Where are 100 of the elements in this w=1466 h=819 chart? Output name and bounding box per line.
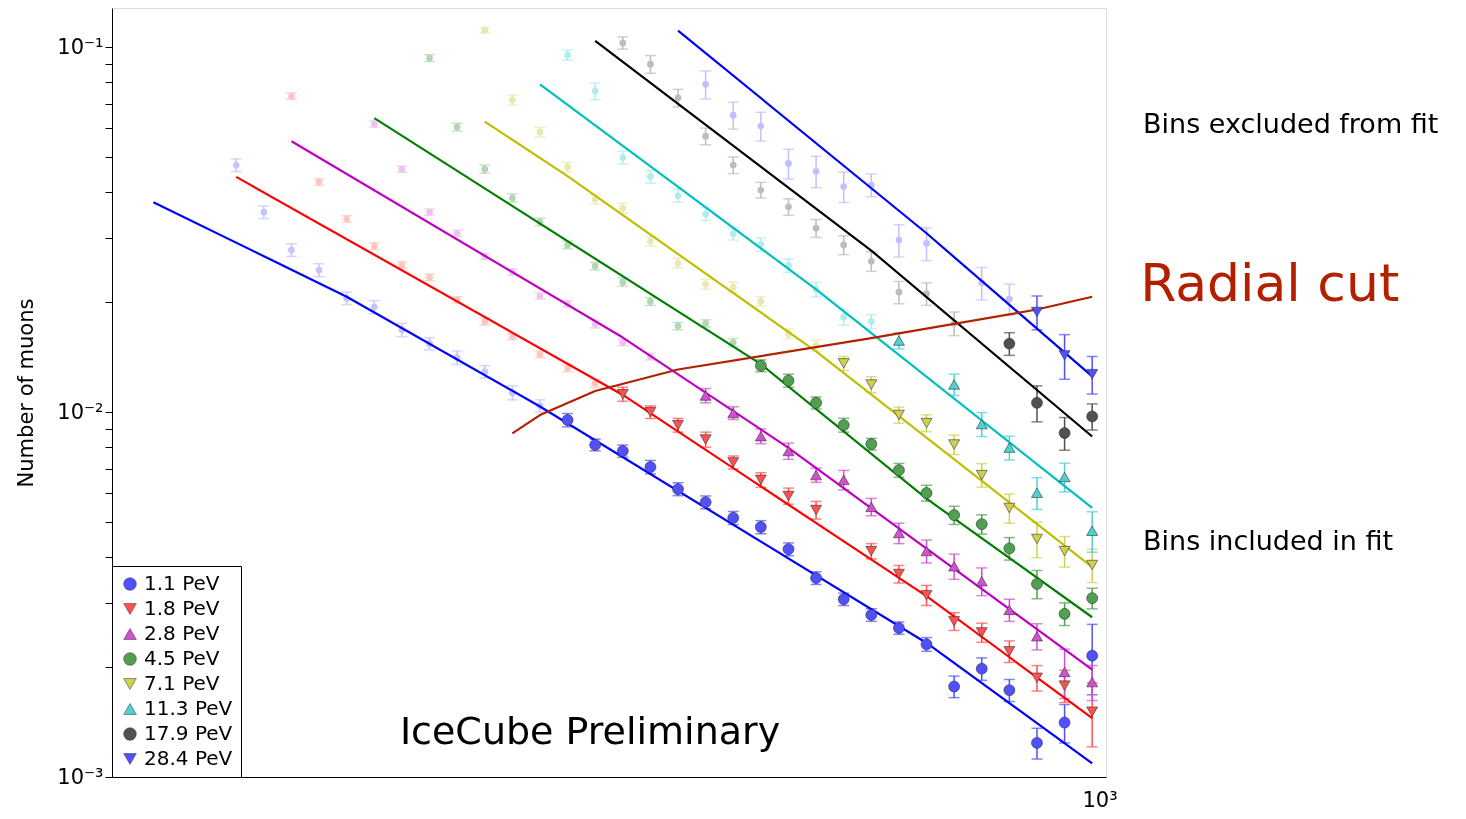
- y-axis-title: Number of muons: [14, 298, 39, 488]
- point: [288, 246, 295, 254]
- point: [893, 409, 905, 420]
- point: [785, 203, 792, 211]
- point: [1003, 684, 1016, 696]
- point: [920, 418, 933, 429]
- point: [893, 335, 905, 346]
- point: [591, 87, 599, 95]
- legend-label: 1.1 PeV: [144, 571, 220, 595]
- point: [1086, 649, 1098, 662]
- legend-label: 17.9 PeV: [144, 721, 233, 745]
- point: [865, 501, 878, 512]
- point: [1003, 542, 1016, 555]
- point: [1006, 295, 1013, 303]
- text: Bins excluded from fit: [1143, 108, 1439, 139]
- point: [1031, 397, 1043, 409]
- point: [895, 236, 903, 244]
- point: [865, 546, 878, 557]
- point: [232, 161, 240, 169]
- point: [1058, 666, 1071, 678]
- point: [1086, 706, 1098, 717]
- y-tick-label: 10⁻²: [57, 399, 104, 424]
- point: [975, 518, 988, 530]
- point: [948, 680, 960, 693]
- point: [1058, 471, 1071, 482]
- point: [867, 257, 875, 265]
- legend-label: 2.8 PeV: [144, 621, 220, 645]
- point: [948, 379, 960, 390]
- point: [810, 504, 822, 516]
- point: [647, 173, 654, 180]
- point: [948, 439, 960, 450]
- point: [1086, 410, 1098, 423]
- point: [812, 167, 820, 175]
- point: [1058, 680, 1071, 691]
- point: [1086, 369, 1098, 380]
- text: Bins included in fit: [1143, 525, 1394, 556]
- point: [757, 186, 765, 194]
- series-label: Radial cut: [1140, 252, 1400, 313]
- point: [370, 303, 378, 311]
- line-series: [290, 140, 1094, 671]
- point: [1031, 306, 1043, 318]
- point: [260, 208, 268, 216]
- point: [948, 616, 960, 627]
- legend-label: 1.8 PeV: [144, 596, 220, 620]
- point: [702, 80, 709, 88]
- point: [619, 154, 627, 161]
- point: [920, 546, 933, 557]
- point: [893, 528, 905, 539]
- point: [729, 230, 737, 238]
- point: [1003, 646, 1016, 657]
- point: [1003, 502, 1016, 514]
- point: [837, 474, 850, 485]
- y-tick-label: 10⁻³: [57, 764, 104, 789]
- point: [729, 161, 737, 169]
- point: [702, 132, 709, 140]
- point: [1086, 677, 1098, 688]
- point: [893, 568, 905, 580]
- point: [1003, 337, 1016, 350]
- point: [755, 474, 767, 485]
- point: [975, 470, 988, 481]
- point: [647, 60, 654, 68]
- point: [785, 160, 792, 167]
- point: [674, 94, 682, 102]
- annotation: IceCube Preliminary: [399, 709, 781, 753]
- point: [315, 266, 323, 274]
- point: [975, 627, 988, 638]
- point: [923, 239, 930, 247]
- point: [702, 210, 709, 218]
- point: [1003, 442, 1016, 453]
- point: [840, 183, 848, 190]
- legend-label: 28.4 PeV: [144, 746, 233, 770]
- point: [1086, 525, 1098, 536]
- point: [975, 662, 988, 675]
- point: [1031, 737, 1043, 749]
- point: [1031, 578, 1043, 590]
- point: [782, 490, 795, 501]
- point: [867, 318, 875, 325]
- point: [1031, 631, 1043, 642]
- point: [757, 122, 765, 130]
- point: [1031, 487, 1043, 498]
- point: [948, 561, 960, 572]
- point: [1086, 559, 1098, 571]
- point: [895, 288, 903, 296]
- y-tick-label: 10⁻¹: [57, 34, 104, 59]
- point: [1031, 533, 1043, 545]
- point: [782, 445, 795, 457]
- point: [920, 590, 933, 601]
- point: [1003, 604, 1016, 615]
- point: [1031, 672, 1043, 683]
- legend-label: 4.5 PeV: [144, 646, 220, 670]
- point: [1058, 546, 1071, 557]
- point: [1058, 716, 1071, 729]
- point: [674, 192, 682, 199]
- point: [1086, 592, 1098, 604]
- line-series: [511, 295, 1094, 435]
- text: 10³: [1082, 788, 1118, 812]
- point: [729, 111, 737, 119]
- point: [840, 241, 848, 249]
- legend-label: 7.1 PeV: [144, 671, 220, 695]
- point: [812, 224, 820, 232]
